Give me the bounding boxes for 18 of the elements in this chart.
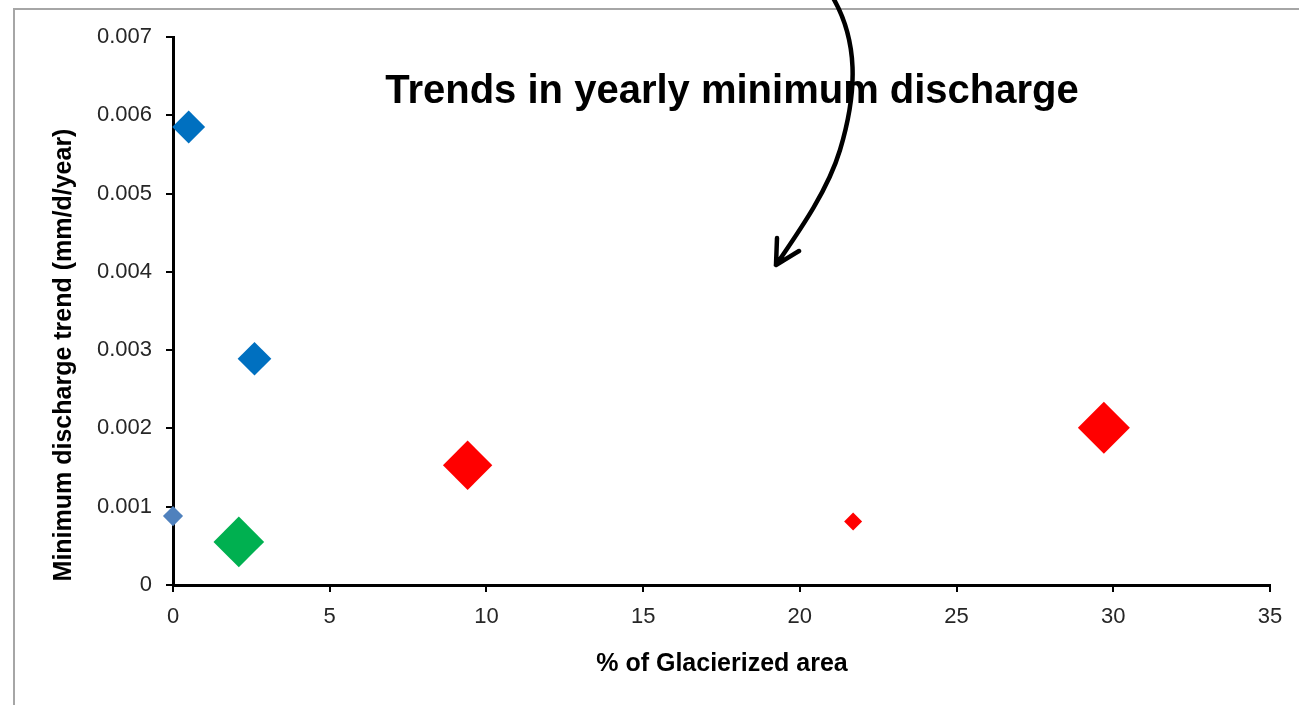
x-axis-title: % of Glacierized area <box>596 648 848 676</box>
x-tick-label: 0 <box>166 603 180 629</box>
x-tick-label: 10 <box>474 603 499 629</box>
y-tick-label: 0.005 <box>96 179 152 205</box>
x-tick-label: 35 <box>1257 603 1283 629</box>
y-tick-label: 0.006 <box>96 101 152 127</box>
y-tick-label: 0.004 <box>96 257 152 283</box>
x-tick-label: 5 <box>323 603 336 629</box>
y-tick-label: 0 <box>139 571 152 597</box>
x-tick-label: 15 <box>630 603 656 629</box>
x-tick-label: 20 <box>787 603 813 629</box>
x-tick-label: 30 <box>1101 603 1126 629</box>
y-tick-label: 0.001 <box>96 492 152 518</box>
y-axis-title: Minimum discharge trend (mm/d/year) <box>48 128 76 582</box>
y-tick-label: 0.003 <box>96 336 152 362</box>
y-tick-label: 0.002 <box>96 414 152 440</box>
x-tick-label: 25 <box>944 603 969 629</box>
y-tick-label: 0.007 <box>96 23 152 49</box>
